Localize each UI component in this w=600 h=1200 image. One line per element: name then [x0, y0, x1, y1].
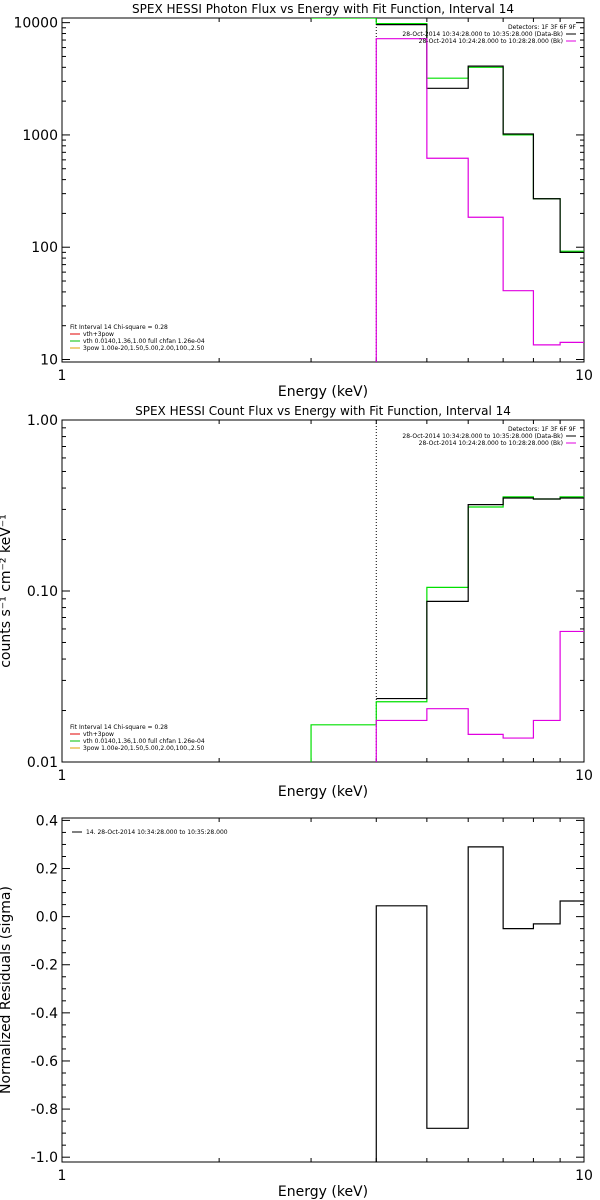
legend-entry: 14. 28-Oct-2014 10:34:28.000 to 10:35:28…: [86, 829, 228, 836]
y-tick-label: 0.2: [36, 862, 58, 878]
legend-entry: vth+3pow: [83, 731, 114, 738]
y-tick-label: 0.4: [36, 813, 58, 829]
chart-2: SPEX HESSI Count Flux vs Energy with Fit…: [0, 404, 593, 800]
chart-1: SPEX HESSI Photon Flux vs Energy with Fi…: [13, 2, 592, 400]
y-tick-label: 0.10: [27, 584, 58, 600]
histogram-series-line: [375, 38, 584, 362]
legend-entry: 28-Oct-2014 10:24:28.000 to 10:28:28.000…: [419, 440, 563, 447]
histogram-series-line: [311, 18, 584, 252]
y-tick-label: 10: [40, 352, 58, 368]
y-tick-label: 1000: [22, 128, 58, 144]
y-tick-label: -0.8: [31, 1102, 58, 1118]
histogram-series-line: [310, 496, 584, 762]
y-tick-label: -0.6: [31, 1054, 58, 1070]
legend-entry: 3pow 1.00e-20,1.50,5.00,2.00,100.,2.50: [83, 345, 204, 352]
x-axis-label: Energy (keV): [278, 784, 368, 800]
legend-entry: Detectors: 1F 3F 6F 9F: [508, 426, 577, 433]
histogram-series-line: [376, 24, 584, 253]
legend-entry: Fit Interval 14 Chi-square = 0.28: [70, 724, 168, 731]
legend-entry: 28-Oct-2014 10:24:28.000 to 10:28:28.000…: [419, 38, 563, 45]
y-tick-label: 1.00: [27, 413, 58, 429]
legend-entry: 28-Oct-2014 10:34:28.000 to 10:35:28.000…: [402, 31, 563, 38]
y-tick-label: 0.01: [27, 755, 58, 771]
legend-entry: Fit Interval 14 Chi-square = 0.28: [70, 324, 168, 331]
legend-entry: 3pow 1.00e-20,1.50,5.00,2.00,100.,2.50: [83, 745, 204, 752]
chart-title: SPEX HESSI Photon Flux vs Energy with Fi…: [132, 2, 514, 16]
plot-frame: [61, 17, 585, 363]
y-tick-label: 0.0: [36, 910, 58, 926]
legend-entry: vth+3pow: [83, 331, 114, 338]
y-axis-label: Normalized Residuals (sigma): [0, 886, 14, 1094]
y-tick-label: -0.4: [31, 1006, 58, 1022]
y-axis-label: counts s⁻¹ cm⁻² keV⁻¹: [0, 514, 14, 668]
y-tick-label: 10000: [13, 16, 58, 32]
x-tick-label: 1: [58, 1168, 67, 1184]
histogram-series-line: [375, 846, 584, 1162]
x-axis-label: Energy (keV): [278, 384, 368, 400]
y-tick-label: -0.2: [31, 958, 58, 974]
plot-frame: [61, 817, 585, 1163]
series-group: [375, 846, 584, 1162]
legend-entry: vth 0.0140,1.36,1.00 full chfan 1.26e-04: [83, 338, 205, 345]
chart-3: -1.0 -0.8 -0.6 -0.4 -0.2 0.0 0.2 0.4 1 10 Energy (…: [0, 813, 593, 1200]
plot-frame: [61, 419, 585, 763]
histogram-series-line: [376, 497, 584, 700]
legend-entry: Detectors: 1F 3F 6F 9F: [508, 24, 577, 31]
x-tick-label: 1: [58, 368, 67, 384]
x-tick-label: 10: [575, 1168, 593, 1184]
series-group: [310, 496, 584, 762]
x-tick-label: 1: [58, 768, 67, 784]
x-tick-label: 10: [575, 768, 593, 784]
chart-title: SPEX HESSI Count Flux vs Energy with Fit…: [135, 404, 511, 418]
x-tick-label: 10: [575, 368, 593, 384]
y-tick-label: 100: [31, 240, 58, 256]
legend-entry: vth 0.0140,1.36,1.00 full chfan 1.26e-04: [83, 738, 205, 745]
y-tick-label: -1.0: [31, 1150, 58, 1166]
series-group: [311, 18, 584, 362]
x-axis-label: Energy (keV): [278, 1184, 368, 1200]
legend-entry: 28-Oct-2014 10:34:28.000 to 10:35:28.000…: [402, 433, 563, 440]
histogram-series-line: [375, 630, 584, 762]
